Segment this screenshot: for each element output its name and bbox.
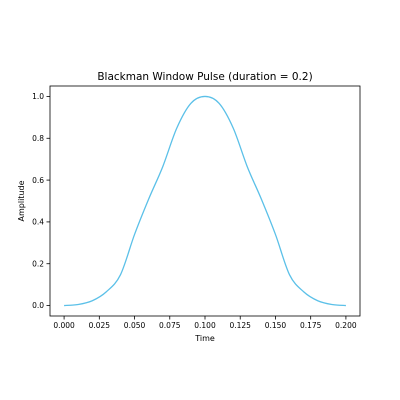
- y-ticks: 0.0 0.2 0.4 0.6 0.8 1.0: [32, 92, 50, 310]
- chart-title: Blackman Window Pulse (duration = 0.2): [97, 71, 312, 83]
- x-tick-label: 0.200: [335, 321, 357, 330]
- x-ticks: 0.000 0.025 0.050 0.075 0.100 0.125 0.150 0.175…: [53, 316, 357, 330]
- plot-frame: [49, 85, 361, 317]
- x-tick-label: 0.175: [300, 321, 322, 330]
- x-tick-label: 0.000: [53, 321, 75, 330]
- x-tick-label: 0.025: [89, 321, 111, 330]
- x-axis-label: Time: [194, 334, 215, 343]
- x-tick-label: 0.075: [159, 321, 181, 330]
- x-tick-label: 0.125: [229, 321, 251, 330]
- y-tick-label: 0.4: [32, 218, 44, 227]
- y-tick-label: 0.2: [32, 259, 44, 268]
- y-tick-label: 0.8: [32, 134, 44, 143]
- y-tick-label: 0.6: [32, 176, 44, 185]
- y-tick-label: 1.0: [32, 92, 44, 101]
- x-tick-label: 0.100: [194, 321, 216, 330]
- x-tick-label: 0.050: [124, 321, 146, 330]
- y-tick-label: 0.0: [32, 301, 44, 310]
- series-line: [64, 95, 346, 307]
- y-axis-label: Amplitude: [17, 180, 26, 221]
- x-tick-label: 0.150: [265, 321, 287, 330]
